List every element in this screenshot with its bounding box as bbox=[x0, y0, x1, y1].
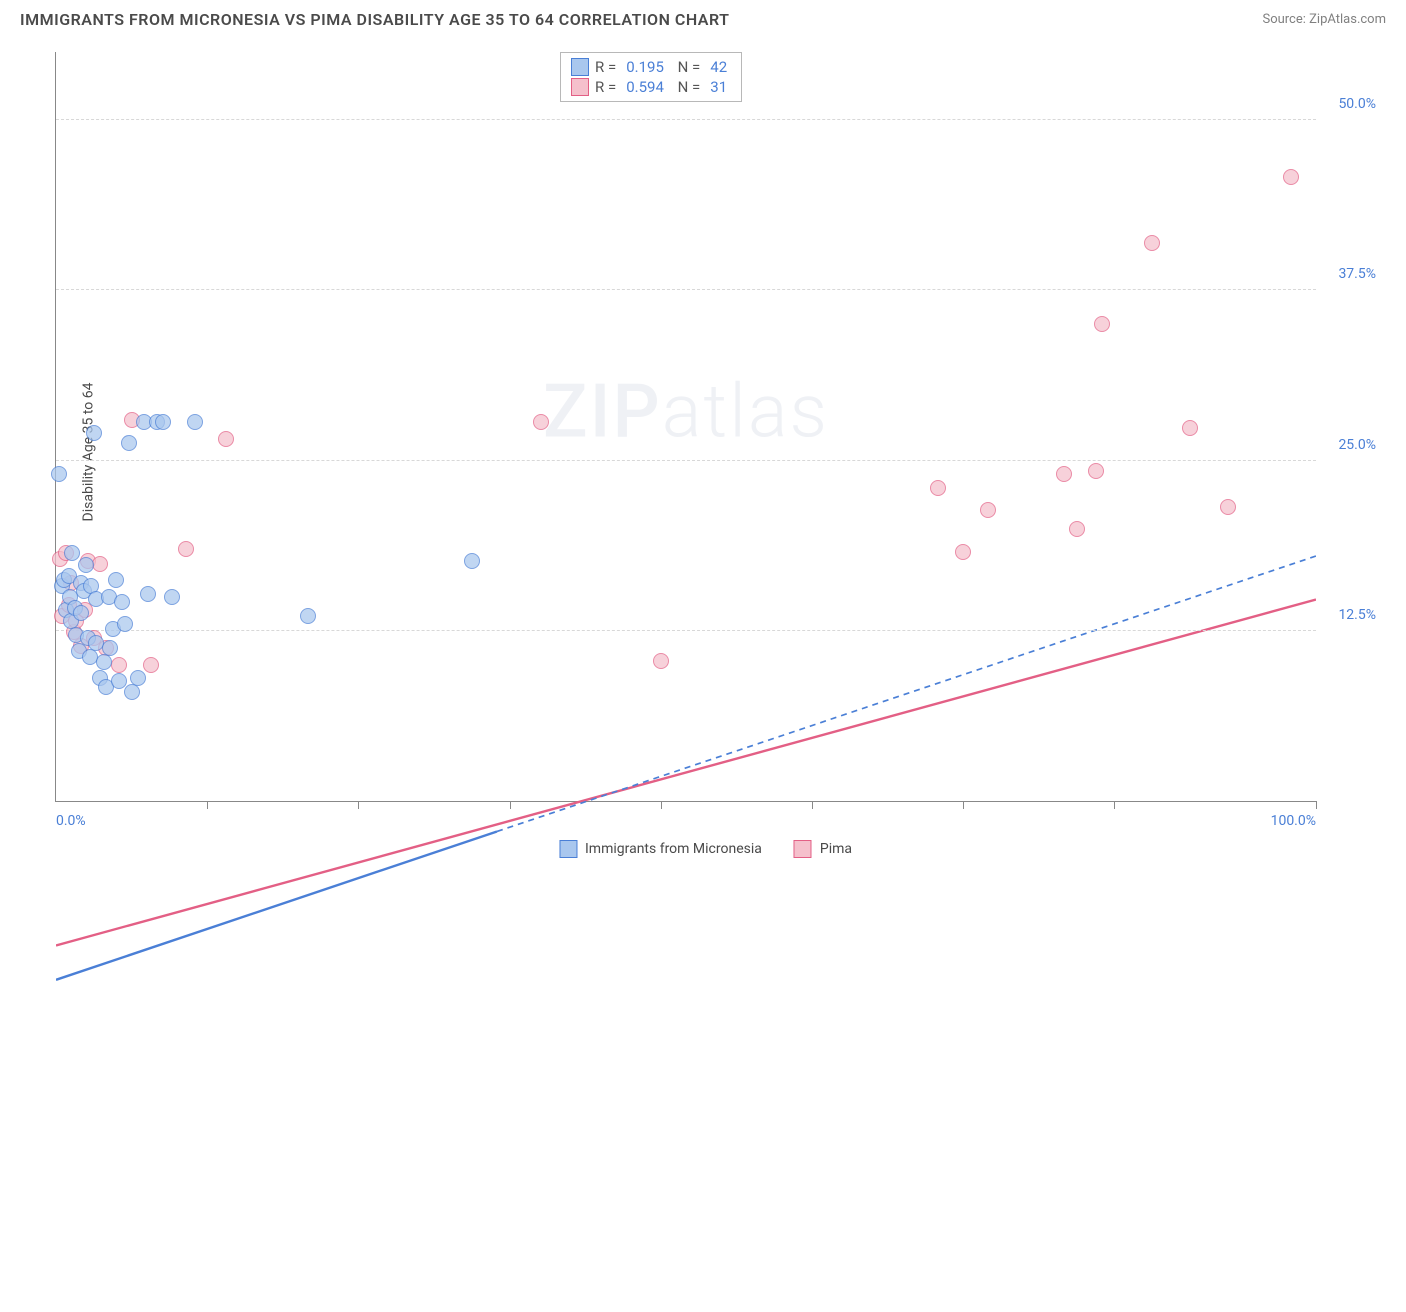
data-point-micronesia bbox=[78, 557, 94, 573]
data-point-micronesia bbox=[140, 586, 156, 602]
data-point-micronesia bbox=[96, 654, 112, 670]
data-point-pima bbox=[1088, 463, 1104, 479]
data-point-pima bbox=[1283, 169, 1299, 185]
legend-row-a: R = 0.195 N = 42 bbox=[571, 57, 731, 77]
data-point-micronesia bbox=[464, 553, 480, 569]
data-point-pima bbox=[178, 541, 194, 557]
data-point-micronesia bbox=[64, 545, 80, 561]
legend-item-a: Immigrants from Micronesia bbox=[559, 840, 762, 858]
data-point-micronesia bbox=[124, 684, 140, 700]
data-point-pima bbox=[218, 431, 234, 447]
gridline bbox=[56, 119, 1316, 120]
legend-row-b: R = 0.594 N = 31 bbox=[571, 77, 731, 97]
chart-area: Disability Age 35 to 64 ZIPatlas R = 0.1… bbox=[25, 42, 1386, 862]
legend-r-label: R = bbox=[595, 58, 616, 76]
data-point-pima bbox=[930, 480, 946, 496]
y-tick-label: 50.0% bbox=[1338, 96, 1376, 112]
data-point-pima bbox=[1056, 466, 1072, 482]
legend-r-b: 0.594 bbox=[626, 78, 664, 96]
x-tick bbox=[812, 801, 813, 809]
gridline bbox=[56, 630, 1316, 631]
data-point-micronesia bbox=[130, 670, 146, 686]
x-tick bbox=[661, 801, 662, 809]
legend-swatch-b bbox=[794, 840, 812, 858]
data-point-micronesia bbox=[155, 414, 171, 430]
data-point-pima bbox=[533, 414, 549, 430]
series-legend: Immigrants from Micronesia Pima bbox=[559, 840, 852, 858]
gridline bbox=[56, 289, 1316, 290]
data-point-micronesia bbox=[51, 466, 67, 482]
legend-r-label: R = bbox=[595, 78, 616, 96]
x-tick bbox=[207, 801, 208, 809]
plot-surface: ZIPatlas R = 0.195 N = 42 R = 0.594 N = … bbox=[55, 52, 1316, 802]
legend-n-label: N = bbox=[674, 58, 700, 76]
legend-swatch-a bbox=[559, 840, 577, 858]
legend-n-b: 31 bbox=[710, 78, 727, 96]
data-point-pima bbox=[1094, 316, 1110, 332]
watermark-light: atlas bbox=[662, 368, 829, 455]
chart-title: IMMIGRANTS FROM MICRONESIA VS PIMA DISAB… bbox=[20, 10, 729, 29]
data-point-pima bbox=[955, 544, 971, 560]
data-point-pima bbox=[1220, 499, 1236, 515]
data-point-micronesia bbox=[114, 594, 130, 610]
data-point-micronesia bbox=[86, 425, 102, 441]
x-tick bbox=[358, 801, 359, 809]
legend-swatch-a bbox=[571, 58, 589, 76]
watermark: ZIPatlas bbox=[543, 368, 829, 455]
x-tick bbox=[963, 801, 964, 809]
x-axis-min-label: 0.0% bbox=[56, 813, 86, 829]
legend-label-b: Pima bbox=[820, 841, 852, 857]
data-point-micronesia bbox=[117, 616, 133, 632]
x-tick bbox=[510, 801, 511, 809]
legend-label-a: Immigrants from Micronesia bbox=[585, 841, 762, 857]
legend-n-a: 42 bbox=[710, 58, 727, 76]
x-tick bbox=[1114, 801, 1115, 809]
data-point-micronesia bbox=[187, 414, 203, 430]
legend-n-label: N = bbox=[674, 78, 700, 96]
data-point-pima bbox=[980, 502, 996, 518]
data-point-pima bbox=[1069, 521, 1085, 537]
y-tick-label: 37.5% bbox=[1338, 266, 1376, 282]
legend-item-b: Pima bbox=[794, 840, 852, 858]
data-point-micronesia bbox=[108, 572, 124, 588]
source-label: Source: ZipAtlas.com bbox=[1262, 12, 1386, 27]
data-point-pima bbox=[143, 657, 159, 673]
data-point-micronesia bbox=[73, 605, 89, 621]
legend-swatch-b bbox=[571, 78, 589, 96]
x-axis-max-label: 100.0% bbox=[1271, 813, 1316, 829]
data-point-micronesia bbox=[121, 435, 137, 451]
data-point-pima bbox=[92, 556, 108, 572]
trendlines bbox=[56, 52, 1316, 1312]
y-tick-label: 12.5% bbox=[1338, 607, 1376, 623]
data-point-pima bbox=[1144, 235, 1160, 251]
y-tick-label: 25.0% bbox=[1338, 437, 1376, 453]
data-point-pima bbox=[653, 653, 669, 669]
data-point-micronesia bbox=[300, 608, 316, 624]
data-point-micronesia bbox=[102, 640, 118, 656]
watermark-bold: ZIP bbox=[543, 368, 662, 455]
x-tick bbox=[1316, 801, 1317, 809]
legend-r-a: 0.195 bbox=[626, 58, 664, 76]
gridline bbox=[56, 460, 1316, 461]
data-point-pima bbox=[1182, 420, 1198, 436]
correlation-legend: R = 0.195 N = 42 R = 0.594 N = 31 bbox=[560, 52, 742, 102]
data-point-pima bbox=[111, 657, 127, 673]
data-point-micronesia bbox=[164, 589, 180, 605]
